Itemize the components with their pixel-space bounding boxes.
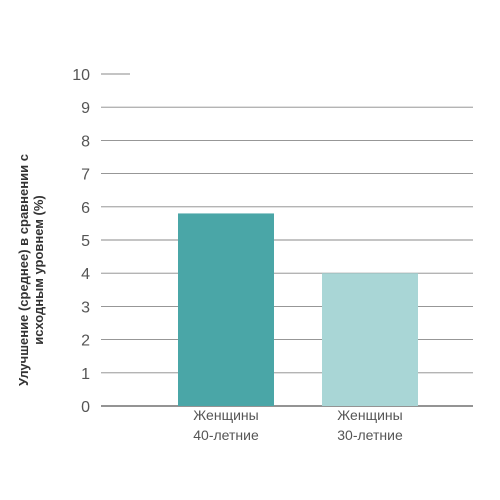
y-tick-labels: 0 1 2 3 4 5 6 7 8 9 10	[72, 67, 90, 416]
y-tick-label: 1	[81, 366, 90, 383]
x-category-label: Женщины 40-летние	[193, 407, 259, 443]
x-category-label: Женщины 30-летние	[337, 407, 403, 443]
bars	[178, 213, 418, 406]
y-tick-label: 7	[81, 167, 90, 184]
category-labels: Женщины 40-летние Женщины 30-летние	[193, 407, 403, 443]
gridlines	[101, 73, 473, 407]
y-tick-label: 6	[81, 200, 90, 217]
y-tick-label: 8	[81, 133, 90, 150]
y-tick-label: 4	[81, 266, 90, 283]
y-tick-label: 3	[81, 299, 90, 316]
y-axis-title: Улучшение (среднее) в сравнении сисходны…	[16, 154, 46, 386]
y-tick-label: 5	[81, 233, 90, 250]
y-tick-label: 2	[81, 333, 90, 350]
y-tick-label: 0	[81, 399, 90, 416]
bar	[322, 273, 418, 406]
y-tick-label: 10	[72, 67, 90, 84]
bar	[178, 213, 274, 406]
y-tick-label: 9	[81, 100, 90, 117]
